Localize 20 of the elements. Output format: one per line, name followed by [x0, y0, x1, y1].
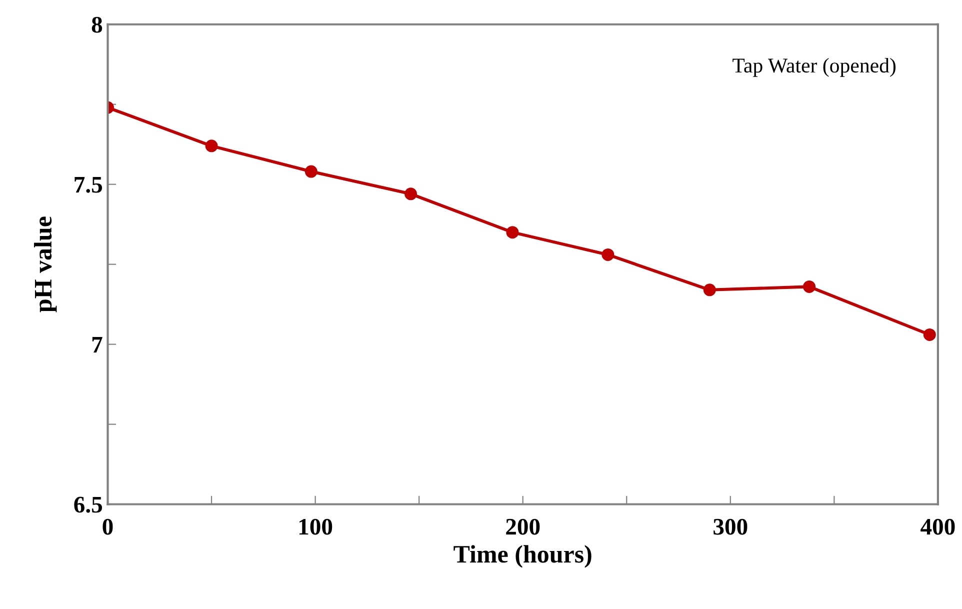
- point: [205, 140, 218, 152]
- y-tick-label: 7.5: [74, 177, 102, 193]
- point: [923, 328, 936, 341]
- point: [304, 165, 318, 178]
- y-tick-label: 7: [92, 337, 102, 352]
- point: [803, 280, 816, 293]
- y-tick-label: 8: [92, 16, 102, 33]
- y-tick-label: 6.5: [74, 496, 102, 513]
- annotation: Tap Water (opened): [732, 58, 896, 77]
- point: [703, 284, 716, 296]
- x-tick-label: 100: [299, 518, 332, 535]
- x-tick-label: 200: [506, 518, 540, 535]
- y-axis-title: pH value: [34, 216, 57, 312]
- x-axis-title: Time (hours): [454, 545, 592, 568]
- point: [506, 226, 519, 239]
- point: [404, 188, 418, 200]
- x-tick-label: 400: [920, 518, 955, 535]
- point: [602, 248, 614, 261]
- x-tick-label: 0: [102, 518, 113, 535]
- x-tick-label: 300: [714, 518, 748, 535]
